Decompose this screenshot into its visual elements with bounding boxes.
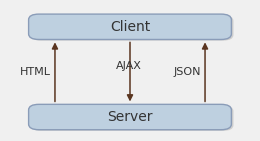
Text: Client: Client <box>110 20 150 34</box>
FancyBboxPatch shape <box>29 104 231 130</box>
Text: AJAX: AJAX <box>116 61 142 71</box>
Text: Server: Server <box>107 110 153 124</box>
FancyBboxPatch shape <box>29 14 231 39</box>
FancyBboxPatch shape <box>31 105 233 131</box>
Text: JSON: JSON <box>173 67 200 77</box>
Text: HTML: HTML <box>20 67 51 77</box>
FancyBboxPatch shape <box>31 15 233 41</box>
